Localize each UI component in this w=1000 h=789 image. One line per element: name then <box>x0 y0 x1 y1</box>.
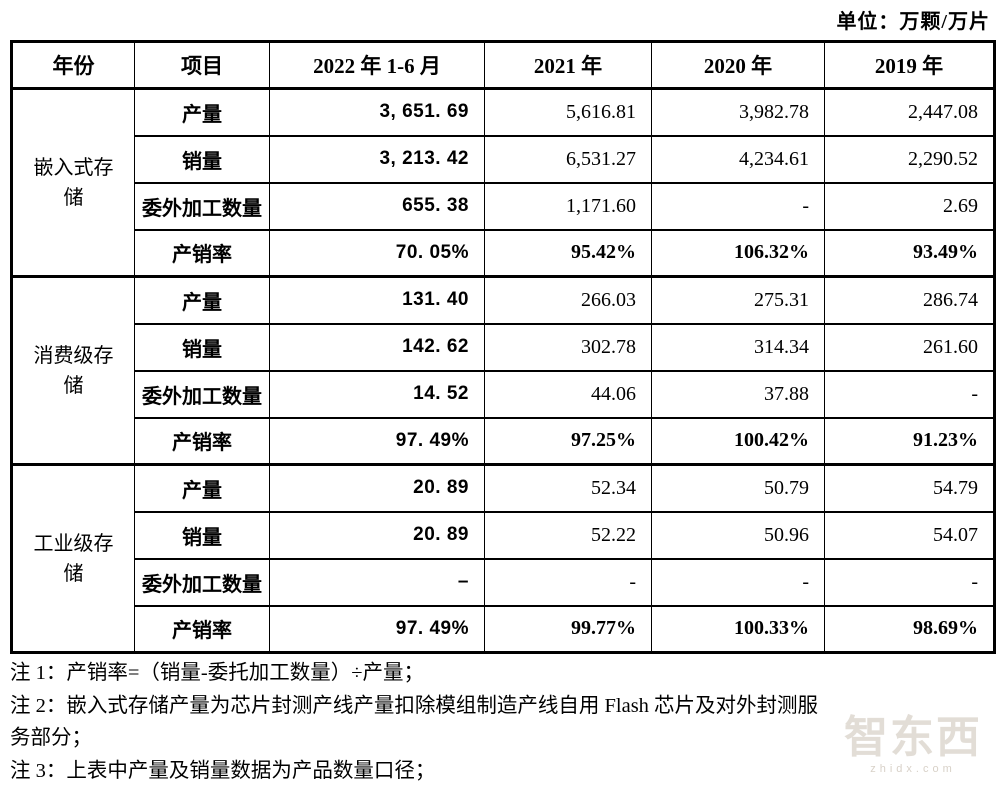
table-row: 产销率 70. 05% 95.42% 106.32% 93.49% <box>12 229 995 278</box>
value-cell: 5,616.81 <box>484 87 652 137</box>
value-cell: 2.69 <box>824 182 995 231</box>
value-cell: 97. 49% <box>269 417 485 466</box>
table-row: 工业级存储 产量 20. 89 52.34 50.79 54.79 <box>11 463 995 654</box>
value-cell: 3, 213. 42 <box>269 135 485 184</box>
table-row: 嵌入式存储 产量 3, 651. 69 5,616.81 3,982.78 2,447.0… <box>11 87 995 278</box>
value-cell: - <box>824 558 995 607</box>
value-cell: - <box>824 370 995 419</box>
value-cell: – <box>269 558 485 607</box>
row-label-cell: 产销率 <box>134 605 270 654</box>
table-row: 产销率 97. 49% 97.25% 100.42% 91.23% <box>12 417 995 466</box>
value-cell: 54.79 <box>824 463 995 513</box>
header-cell-2019: 2019 年 <box>824 41 995 90</box>
row-label-cell: 产销率 <box>134 229 270 278</box>
table-row: 消费级存储 产量 131. 40 266.03 275.31 286.74 <box>11 275 995 466</box>
value-cell: 3, 651. 69 <box>269 87 485 137</box>
value-cell: 99.77% <box>484 605 652 654</box>
value-cell: - <box>484 558 652 607</box>
unit-label: 单位：万颗/万片 <box>836 11 990 33</box>
row-label-cell: 委外加工数量 <box>134 182 270 231</box>
category-cell: 工业级存储 <box>11 463 135 654</box>
value-cell: 54.07 <box>824 511 995 560</box>
value-cell: 266.03 <box>484 275 652 325</box>
value-cell: 302.78 <box>484 323 652 372</box>
value-cell: 50.96 <box>651 511 825 560</box>
value-cell: 3,982.78 <box>651 87 825 137</box>
header-cell-2022h1: 2022 年 1-6 月 <box>269 41 485 90</box>
value-cell: 20. 89 <box>269 511 485 560</box>
value-cell: 97.25% <box>484 417 652 466</box>
value-cell: 2,447.08 <box>824 87 995 137</box>
row-label-cell: 委外加工数量 <box>134 370 270 419</box>
note-3: 注 3：上表中产量及销量数据为产品数量口径； <box>10 759 436 782</box>
value-cell: - <box>651 182 825 231</box>
row-label-cell: 产量 <box>134 87 270 137</box>
value-cell: - <box>651 558 825 607</box>
row-label-cell: 销量 <box>134 135 270 184</box>
value-cell: 52.34 <box>484 463 652 513</box>
header-cell-2020: 2020 年 <box>651 41 825 90</box>
value-cell: 20. 89 <box>269 463 485 513</box>
value-cell: 52.22 <box>484 511 652 560</box>
notes: 注 1：产销率=（销量-委托加工数量）÷产量； 注 2：嵌入式存储产量为芯片封测… <box>10 657 996 787</box>
value-cell: 131. 40 <box>269 275 485 325</box>
value-cell: 100.42% <box>651 417 825 466</box>
value-cell: 261.60 <box>824 323 995 372</box>
value-cell: 14. 52 <box>269 370 485 419</box>
value-cell: 2,290.52 <box>824 135 995 184</box>
value-cell: 1,171.60 <box>484 182 652 231</box>
value-cell: 97. 49% <box>269 605 485 654</box>
value-cell: 50.79 <box>651 463 825 513</box>
table-row: 销量 20. 89 52.22 50.96 54.07 <box>12 511 995 560</box>
category-cell: 嵌入式存储 <box>11 87 135 278</box>
value-cell: 91.23% <box>824 417 995 466</box>
table-row: 销量 3, 213. 42 6,531.27 4,234.61 2,290.52 <box>12 135 995 184</box>
row-label-cell: 产量 <box>134 463 270 513</box>
value-cell: 142. 62 <box>269 323 485 372</box>
table-row: 委外加工数量 14. 52 44.06 37.88- <box>12 370 995 419</box>
header-cell-item: 项目 <box>134 41 270 90</box>
value-cell: 95.42% <box>484 229 652 278</box>
value-cell: 70. 05% <box>269 229 485 278</box>
value-cell: 4,234.61 <box>651 135 825 184</box>
value-cell: 275.31 <box>651 275 825 325</box>
value-cell: 655. 38 <box>269 182 485 231</box>
production-sales-table: 年份 项目 2022 年 1-6 月 2021 年 2020 年 2019 年 … <box>10 40 996 654</box>
value-cell: 98.69% <box>824 605 995 654</box>
header-cell-2021: 2021 年 <box>484 41 652 90</box>
value-cell: 106.32% <box>651 229 825 278</box>
value-cell: 6,531.27 <box>484 135 652 184</box>
row-label-cell: 委外加工数量 <box>134 558 270 607</box>
note-2-line-2: 务部分； <box>10 727 92 749</box>
row-label-cell: 产量 <box>134 275 270 325</box>
value-cell: 93.49% <box>824 229 995 278</box>
header-cell-year: 年份 <box>11 41 135 90</box>
value-cell: 44.06 <box>484 370 652 419</box>
table-row: 委外加工数量 655. 38 1,171.60-2.69 <box>12 182 995 231</box>
table-body: 嵌入式存储 产量 3, 651. 69 5,616.81 3,982.78 2,447.0… <box>11 87 995 654</box>
row-label-cell: 销量 <box>134 323 270 372</box>
note-2-line-1: 注 2：嵌入式存储产量为芯片封测产线产量扣除模组制造产线自用 Flash 芯片及… <box>10 694 819 717</box>
value-cell: 286.74 <box>824 275 995 325</box>
row-label-cell: 销量 <box>134 511 270 560</box>
value-cell: 314.34 <box>651 323 825 372</box>
table-row: 产销率 97. 49% 99.77% 100.33% 98.69% <box>12 605 995 654</box>
note-1: 注 1：产销率=（销量-委托加工数量）÷产量； <box>10 662 425 684</box>
value-cell: 100.33% <box>651 605 825 654</box>
table-row: 委外加工数量 – - - - <box>12 558 995 607</box>
value-cell: 37.88 <box>651 370 825 419</box>
row-label-cell: 产销率 <box>134 417 270 466</box>
category-cell: 消费级存储 <box>11 275 135 466</box>
table-row: 销量 142. 62 302.78 314.34 261.60 <box>12 323 995 372</box>
header-row: 年份 项目 2022 年 1-6 月 2021 年 2020 年 2019 年 <box>11 41 995 90</box>
